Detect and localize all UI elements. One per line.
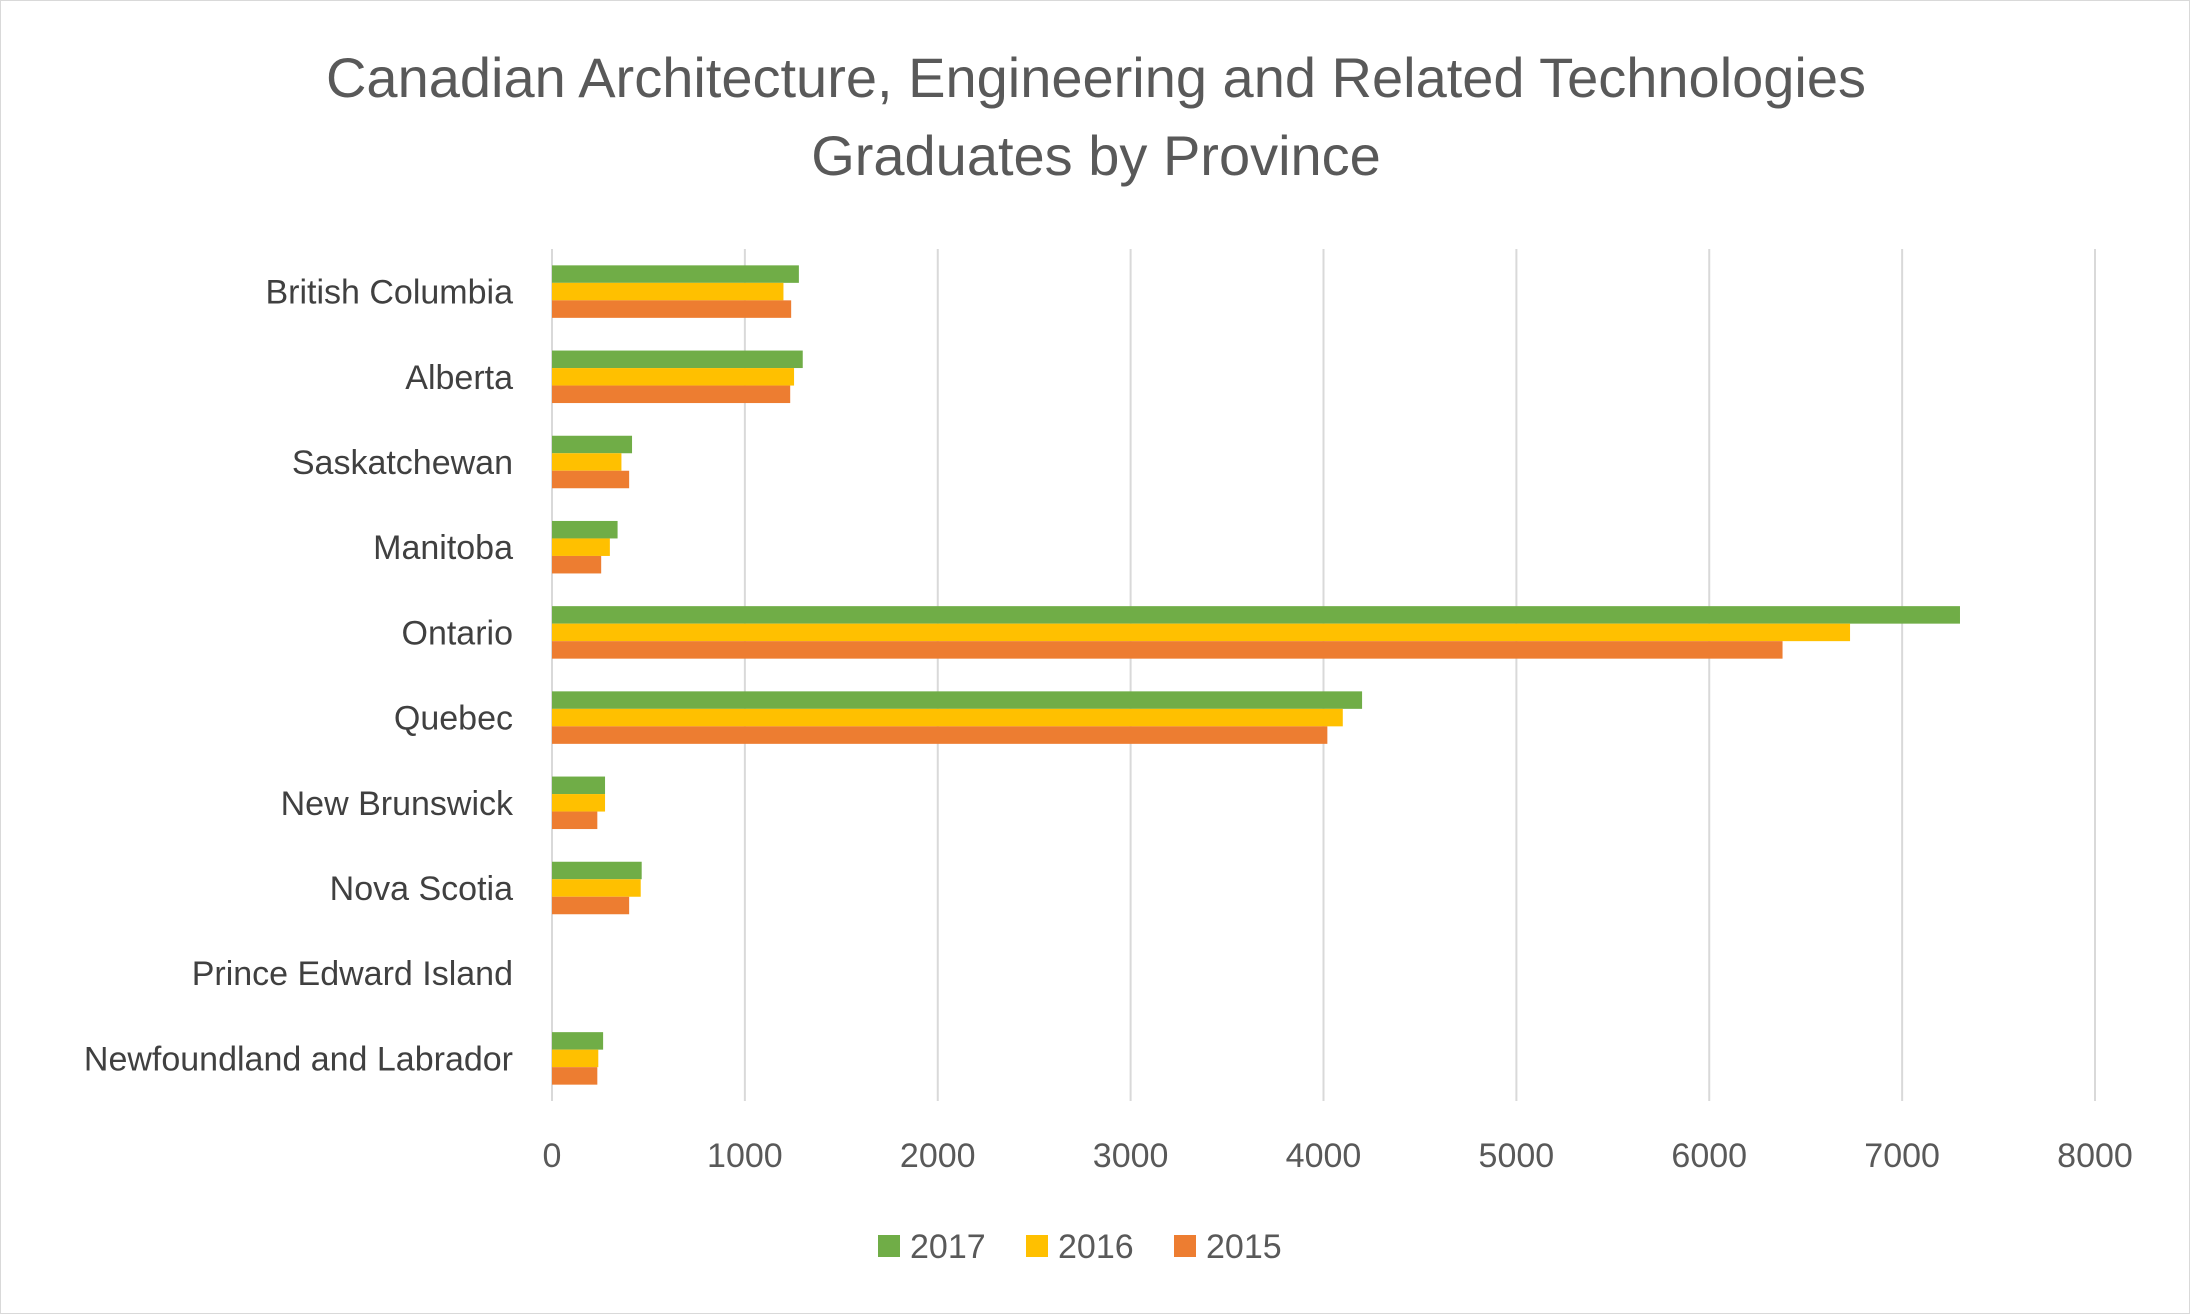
bar-2015 [552,726,1328,744]
bar-2015 [552,811,598,830]
legend-swatch [878,1235,900,1257]
x-tick-label: 4000 [1286,1137,1362,1175]
legend: 2017 2016 2015 [878,1228,1282,1266]
bar-2016 [552,368,795,386]
bar-2017 [552,691,1363,709]
chart-title-line-2: Graduates by Province [811,124,1381,187]
bar-2017 [552,435,633,454]
bars [552,265,1960,1085]
bar-2017 [552,606,1960,624]
legend-label: 2015 [1206,1228,1282,1266]
category-label: Manitoba [373,529,513,567]
bar-2016 [552,708,1343,727]
category-label: Nova Scotia [330,870,513,908]
category-label: Newfoundland and Labrador [84,1040,513,1078]
category-axis-labels: British Columbia Alberta Saskatchewan Manit… [84,274,514,1079]
category-label: Ontario [402,614,514,652]
legend-label: 2017 [910,1228,986,1266]
x-tick-label: 5000 [1479,1137,1555,1175]
bar-2016 [552,623,1851,642]
category-label: Saskatchewan [292,444,513,482]
x-tick-label: 0 [543,1137,562,1175]
x-tick-label: 2000 [900,1137,976,1175]
x-tick-label: 6000 [1671,1137,1747,1175]
x-tick-label: 1000 [707,1137,783,1175]
bar-2017 [552,265,799,283]
bar-2017 [552,776,606,795]
bar-2015 [552,385,791,404]
bar-2016 [552,879,641,897]
bar-2017 [552,1032,604,1050]
bar-2015 [552,1067,598,1085]
bar-2016 [552,1049,599,1068]
category-label: New Brunswick [281,785,514,823]
bar-2016 [552,538,610,556]
bar-2015 [552,300,792,318]
bar-2017 [552,861,642,880]
bar-2017 [552,520,618,539]
category-label: British Columbia [265,274,513,312]
bar-2015 [552,555,602,574]
bar-2016 [552,282,784,301]
legend-swatch [1026,1235,1048,1257]
chart-title: Canadian Architecture, Engineering and R… [326,46,1866,187]
legend-swatch [1174,1235,1196,1257]
bar-2017 [552,350,803,369]
legend-label: 2016 [1058,1228,1134,1266]
category-label: Prince Edward Island [192,955,513,993]
bar-2016 [552,794,606,812]
category-label: Quebec [394,700,513,738]
bar-2015 [552,470,630,489]
bar-2015 [552,896,630,915]
bar-2015 [552,641,1783,659]
chart-title-line-1: Canadian Architecture, Engineering and R… [326,46,1866,109]
x-tick-label: 8000 [2057,1137,2133,1175]
x-tick-label: 7000 [1864,1137,1940,1175]
category-label: Alberta [405,359,513,397]
value-axis-labels: 0 1000 2000 3000 4000 5000 6000 7000 8000 [543,1137,2133,1175]
x-tick-label: 3000 [1093,1137,1169,1175]
bar-2016 [552,453,622,471]
